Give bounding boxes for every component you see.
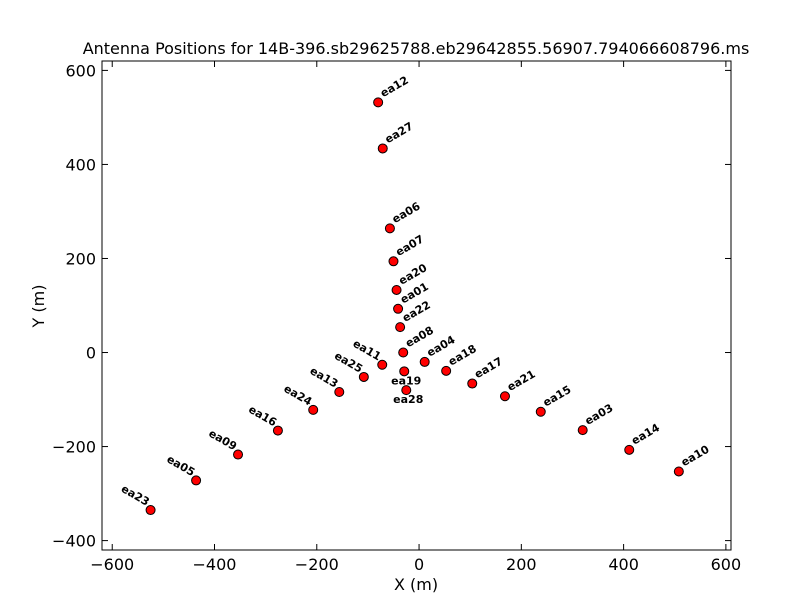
antenna-marker-ea15 [535,406,546,417]
antenna-label-ea07: ea07 [393,233,426,259]
axes-frame [101,60,732,551]
antenna-marker-ea16 [272,425,283,436]
y-tick-label: −400 [52,532,96,551]
y-axis-label: Y (m) [29,285,48,329]
antenna-label-ea10: ea10 [679,443,712,470]
x-tick-label: −200 [295,555,339,574]
antenna-marker-ea19 [399,366,410,377]
antenna-marker-ea09 [233,449,244,460]
antenna-marker-ea11 [377,359,388,370]
antenna-marker-ea22 [395,322,406,333]
y-axis-ticks: −400 −200 0 200 400 600 [52,61,731,551]
x-tick-label: 600 [711,555,742,574]
antenna-marker-ea03 [577,425,588,436]
x-axis-label: X (m) [394,575,438,594]
antenna-label-ea12: ea12 [378,74,411,100]
antenna-marker-ea13 [334,387,345,398]
x-tick-label: 0 [414,555,424,574]
antenna-marker-ea27 [377,143,388,154]
y-tick-label: 200 [65,249,96,268]
antenna-marker-ea23 [145,505,156,516]
x-tick-label: 400 [608,555,639,574]
antenna-marker-ea24 [308,404,319,415]
antenna-label-ea24: ea24 [282,382,315,409]
antenna-marker-ea21 [499,391,510,402]
x-tick-label: −400 [193,555,237,574]
data-labels: ea12ea27ea06ea07ea20ea01ea22ea08ea04ea18… [119,74,712,509]
antenna-label-ea16: ea16 [246,403,279,430]
antenna-label-ea17: ea17 [472,355,505,381]
antenna-label-ea21: ea21 [505,367,538,393]
antenna-marker-ea20 [391,284,402,295]
chart-title: Antenna Positions for 14B-396.sb29625788… [83,39,750,58]
antenna-label-ea19: ea19 [391,374,421,387]
antenna-marker-ea06 [384,223,395,234]
antenna-label-ea05: ea05 [164,453,197,479]
y-tick-label: −200 [52,438,96,457]
antenna-marker-ea14 [624,444,635,455]
y-tick-label: 0 [86,344,96,363]
antenna-label-ea03: ea03 [583,401,616,427]
antenna-marker-ea04 [419,356,430,367]
antenna-label-ea27: ea27 [383,120,416,146]
data-markers [145,97,684,516]
antenna-marker-ea08 [398,347,409,358]
antenna-label-ea28: ea28 [393,393,423,406]
x-tick-label: 200 [506,555,537,574]
x-tick-label: −600 [90,555,134,574]
antenna-marker-ea05 [191,475,202,486]
antenna-marker-ea28 [401,385,412,396]
antenna-label-ea06: ea06 [390,199,423,226]
antenna-label-ea15: ea15 [541,383,574,409]
antenna-marker-ea07 [388,256,399,267]
antenna-marker-ea12 [373,97,384,108]
antenna-marker-ea10 [673,466,684,477]
x-axis-ticks: −600 −400 −200 0 200 400 600 [90,61,741,574]
antenna-marker-ea17 [467,378,478,389]
antenna-label-ea23: ea23 [119,482,152,508]
antenna-label-ea09: ea09 [206,427,239,453]
y-tick-label: 400 [65,155,96,174]
antenna-marker-ea25 [358,371,369,382]
y-tick-label: 600 [65,61,96,80]
antenna-label-ea14: ea14 [629,421,662,448]
antenna-label-ea13: ea13 [308,364,341,390]
antenna-marker-ea18 [441,365,452,376]
antenna-marker-ea01 [393,303,404,314]
